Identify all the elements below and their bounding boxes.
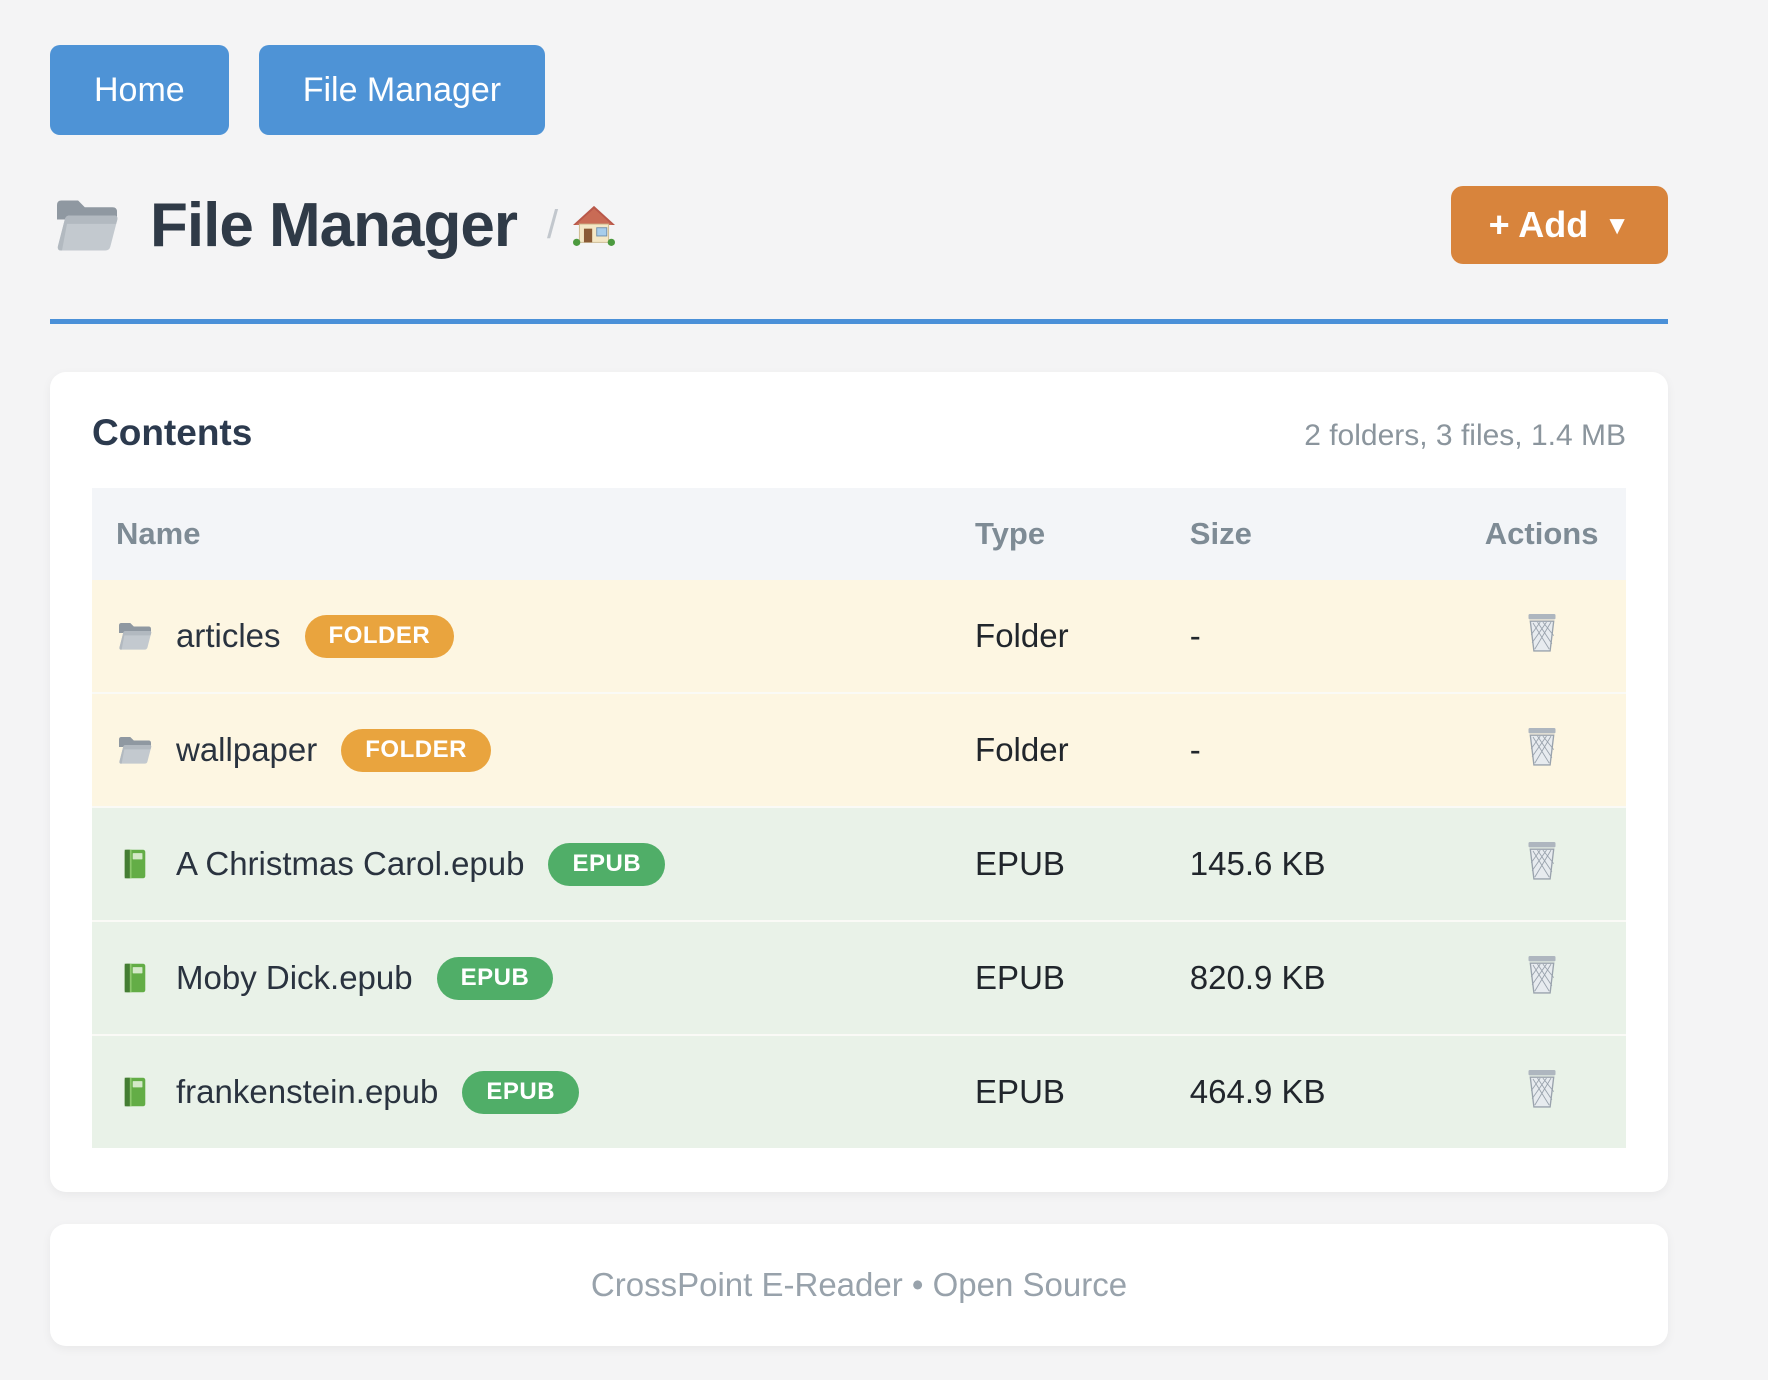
add-button-label: + Add <box>1488 204 1589 245</box>
home-icon[interactable] <box>572 204 616 246</box>
file-name[interactable]: frankenstein.epub <box>176 1073 439 1110</box>
file-size-cell: 820.9 KB <box>1189 959 1326 996</box>
file-name[interactable]: articles <box>176 617 281 654</box>
add-button[interactable]: + Add ▼ <box>1450 186 1668 264</box>
file-type-cell: EPUB <box>975 1073 1065 1110</box>
file-type-cell: EPUB <box>975 845 1065 882</box>
file-size-cell: 145.6 KB <box>1189 845 1326 882</box>
column-header-size: Size <box>1165 488 1458 580</box>
file-type-badge: FOLDER <box>341 728 491 772</box>
file-type-cell: Folder <box>975 617 1069 654</box>
top-navigation: Home File Manager <box>50 45 1668 135</box>
table-header-row: Name Type Size Actions <box>92 488 1626 580</box>
book-icon <box>116 962 154 994</box>
column-header-actions: Actions <box>1457 488 1626 580</box>
book-icon <box>116 1076 154 1108</box>
file-name[interactable]: A Christmas Carol.epub <box>176 845 525 882</box>
title-underline <box>50 319 1668 324</box>
file-size-cell: - <box>1189 731 1201 768</box>
files-table: Name Type Size Actions articles FOLDER Fol… <box>92 488 1626 1148</box>
delete-button[interactable] <box>1524 838 1560 882</box>
file-size-cell: 464.9 KB <box>1189 1073 1326 1110</box>
folder-icon <box>116 620 154 652</box>
book-icon <box>116 848 154 880</box>
trash-icon <box>1524 1066 1560 1110</box>
trash-icon <box>1524 610 1560 654</box>
table-row: articles FOLDER Folder - <box>92 580 1626 693</box>
home-button[interactable]: Home <box>50 45 229 135</box>
column-header-type: Type <box>951 488 1166 580</box>
breadcrumb-separator: / <box>547 202 559 247</box>
column-header-name: Name <box>92 488 952 580</box>
file-type-badge: EPUB <box>436 956 554 1000</box>
trash-icon <box>1524 952 1560 996</box>
delete-button[interactable] <box>1524 724 1560 768</box>
folder-icon <box>116 734 154 766</box>
delete-button[interactable] <box>1524 1066 1560 1110</box>
table-row: wallpaper FOLDER Folder - <box>92 693 1626 807</box>
footer-text: CrossPoint E-Reader • Open Source <box>590 1266 1128 1303</box>
trash-icon <box>1524 838 1560 882</box>
file-name-cell: frankenstein.epub EPUB <box>92 1035 951 1148</box>
table-row: A Christmas Carol.epub EPUB EPUB 145.6 KB <box>92 807 1626 921</box>
page-header: File Manager / <box>50 183 1668 267</box>
breadcrumb: / <box>547 203 616 248</box>
file-name-cell: A Christmas Carol.epub EPUB <box>92 807 951 921</box>
file-name-cell: wallpaper FOLDER <box>92 693 951 807</box>
file-manager-button[interactable]: File Manager <box>258 45 546 135</box>
trash-icon <box>1524 724 1560 768</box>
file-name-cell: articles FOLDER <box>92 580 951 693</box>
file-type-cell: Folder <box>975 731 1069 768</box>
file-name[interactable]: wallpaper <box>176 731 318 768</box>
table-row: frankenstein.epub EPUB EPUB 464.9 KB <box>92 1035 1626 1148</box>
contents-heading: Contents <box>92 412 253 453</box>
folder-icon <box>50 195 124 255</box>
contents-card: Contents 2 folders, 3 files, 1.4 MB Name… <box>50 372 1668 1192</box>
contents-summary: 2 folders, 3 files, 1.4 MB <box>1304 419 1626 452</box>
file-name-cell: Moby Dick.epub EPUB <box>92 921 951 1035</box>
file-type-badge: FOLDER <box>304 614 455 658</box>
file-type-badge: EPUB <box>462 1070 580 1114</box>
file-name[interactable]: Moby Dick.epub <box>176 959 413 996</box>
contents-table-body: articles FOLDER Folder - wallpaper FOLDER Fold… <box>92 580 1626 1148</box>
caret-down-icon: ▼ <box>1604 209 1630 240</box>
table-row: Moby Dick.epub EPUB EPUB 820.9 KB <box>92 921 1626 1035</box>
delete-button[interactable] <box>1524 952 1560 996</box>
page-title: File Manager <box>150 190 518 260</box>
file-type-badge: EPUB <box>548 842 666 886</box>
footer: CrossPoint E-Reader • Open Source <box>50 1224 1668 1346</box>
delete-button[interactable] <box>1524 610 1560 654</box>
file-type-cell: EPUB <box>975 959 1065 996</box>
file-size-cell: - <box>1189 617 1201 654</box>
